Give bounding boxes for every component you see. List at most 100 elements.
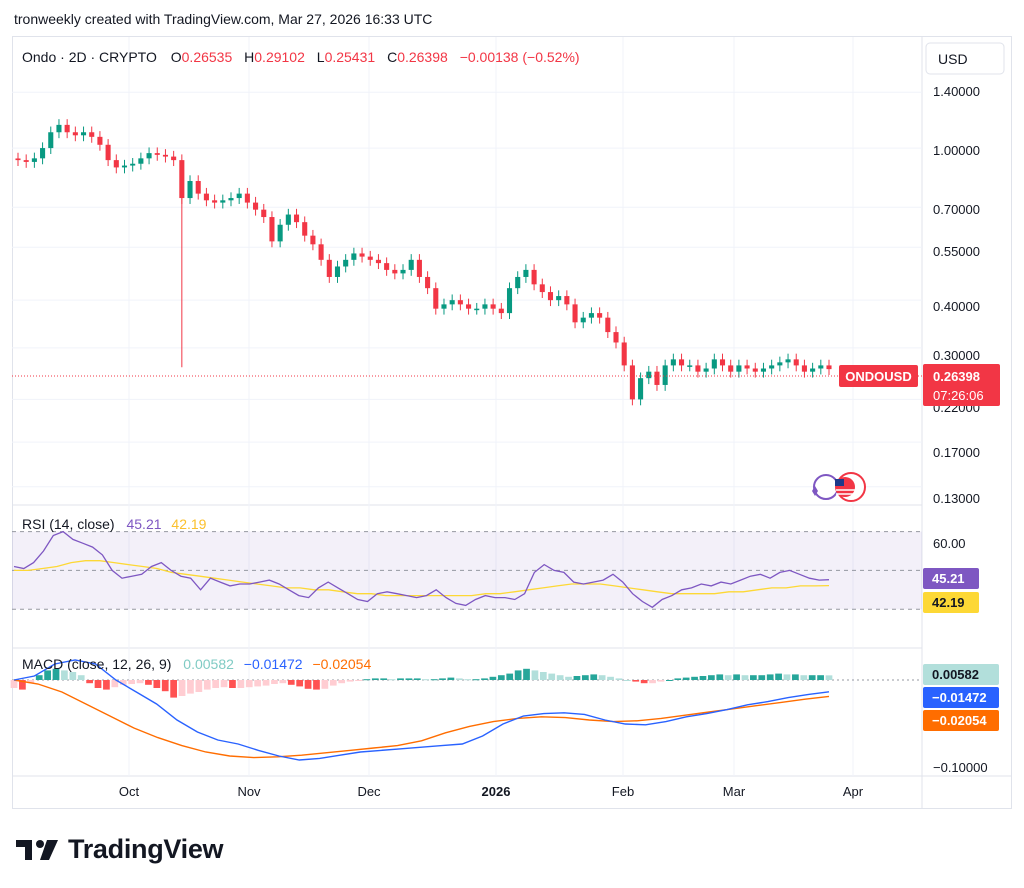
legend-low: 0.25431 xyxy=(325,49,376,65)
macd-hist-bar xyxy=(741,675,749,680)
candle-body xyxy=(629,365,635,400)
candle-body xyxy=(113,160,119,168)
price-tag: 0.26398 07:26:06 xyxy=(923,364,1000,406)
candle-body xyxy=(253,202,259,210)
macd-hist-bar xyxy=(413,678,421,680)
time-tick: Mar xyxy=(723,784,746,799)
macd-hist-bar xyxy=(724,675,732,680)
time-axis: Oct Nov Dec 2026 Feb Mar Apr xyxy=(119,784,864,799)
macd-hist-bar xyxy=(195,680,203,692)
candle-body xyxy=(56,124,62,133)
macd-hist-bar xyxy=(212,680,220,688)
macd-hist-bar xyxy=(161,680,169,692)
candle-body xyxy=(466,304,472,309)
legend-close: 0.26398 xyxy=(397,49,448,65)
macd-hist-bar xyxy=(380,678,388,680)
candle-body xyxy=(433,288,439,309)
candle-body xyxy=(318,244,324,260)
legend-symbol: Ondo · 2D · CRYPTO xyxy=(22,49,157,65)
macd-hist-bar xyxy=(657,680,665,682)
macd-hist-bar xyxy=(775,673,782,680)
candle-body xyxy=(244,193,250,203)
price-tick: 1.40000 xyxy=(933,84,980,99)
chart-frame xyxy=(12,36,1012,809)
macd-hist-bar xyxy=(674,678,682,680)
macd-hist-bar xyxy=(800,675,808,680)
macd-legend-hist: 0.00582 xyxy=(183,656,234,672)
macd-hist-bar xyxy=(447,677,455,680)
macd-hist-bar xyxy=(69,672,77,680)
candle-body xyxy=(670,359,676,366)
candle-body xyxy=(269,217,275,242)
macd-hist-bar xyxy=(590,674,598,680)
currency-button[interactable]: USD xyxy=(925,42,1005,75)
candle-body xyxy=(97,136,103,145)
macd-hist-bar xyxy=(766,674,774,680)
rsi-legend-ma: 42.19 xyxy=(171,516,206,532)
candle-body xyxy=(703,368,709,372)
macd-hist-bar xyxy=(649,680,656,684)
signal-line xyxy=(13,679,830,759)
candle-body xyxy=(654,371,660,385)
candle-body xyxy=(228,198,234,201)
macd-hist-bar xyxy=(10,680,18,688)
symbol-tag-label: ONDOUSD xyxy=(845,369,911,384)
macd-hist-bar xyxy=(119,680,127,685)
macd-hist-bar xyxy=(229,680,236,688)
legend-high: 0.29102 xyxy=(254,49,305,65)
macd-legend-signal: −0.02054 xyxy=(312,656,371,672)
candle-body xyxy=(425,276,431,289)
candle-body xyxy=(203,193,209,201)
macd-hist-bar xyxy=(178,680,186,696)
symbol-tag: ONDOUSD xyxy=(839,365,918,387)
candle-body xyxy=(212,200,218,203)
macd-hist-bar xyxy=(523,668,530,680)
macd-hist-bar xyxy=(304,680,312,689)
price-tick: 1.00000 xyxy=(933,143,980,158)
candle-body xyxy=(23,160,29,162)
price-tag-countdown: 07:26:06 xyxy=(933,388,984,403)
macd-line-tag: −0.01472 xyxy=(923,687,999,708)
macd-hist-bar xyxy=(464,679,472,681)
candle-body xyxy=(293,214,300,223)
candle-body xyxy=(605,317,611,333)
candle-body xyxy=(801,365,807,372)
macd-hist-bar xyxy=(481,678,488,680)
rsi-line xyxy=(13,530,830,609)
candle-body xyxy=(810,368,816,372)
candle-body xyxy=(146,153,152,159)
tradingview-logo[interactable]: TradingView xyxy=(16,834,224,865)
rsi-axis-tick: 60.00 xyxy=(933,536,966,551)
candle-body xyxy=(138,158,144,164)
candle-body xyxy=(105,144,111,161)
macd-hist-bar xyxy=(548,673,556,680)
macd-hist-bar xyxy=(128,680,135,684)
macd-hist-bar xyxy=(783,674,791,680)
macd-hist-bar xyxy=(363,679,371,681)
candle-body xyxy=(162,154,168,157)
macd-hist-bar xyxy=(329,680,337,686)
price-axis: 1.40000 1.00000 0.70000 0.55000 0.40000 … xyxy=(933,84,980,506)
tradingview-logo-text: TradingView xyxy=(68,834,224,864)
candle-body xyxy=(236,193,242,199)
candle-body xyxy=(572,304,578,323)
candle-body xyxy=(728,365,734,372)
us-flag-event-icon[interactable] xyxy=(812,472,866,502)
candle-body xyxy=(736,365,742,372)
candle-body xyxy=(80,132,87,136)
candle-body xyxy=(752,368,758,372)
macd-axis-tick: −0.10000 xyxy=(933,760,988,775)
candle-body xyxy=(302,222,308,236)
candle-body xyxy=(613,332,619,343)
candle-body xyxy=(638,378,644,400)
candle-body xyxy=(695,365,701,372)
candle-body xyxy=(40,148,46,159)
macd-hist-bar xyxy=(35,675,43,680)
candle-body xyxy=(679,359,685,366)
candle-body xyxy=(760,368,767,372)
macd-hist-bar xyxy=(313,680,320,690)
candle-body xyxy=(588,313,594,318)
legend-c-label: C xyxy=(387,49,397,65)
candle-body xyxy=(646,371,652,379)
